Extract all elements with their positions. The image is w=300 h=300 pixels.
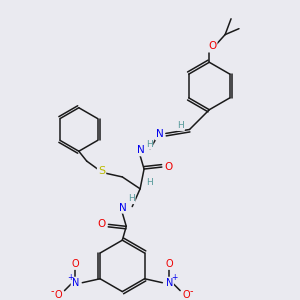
Text: N: N [166, 278, 173, 288]
Text: H: H [128, 194, 135, 203]
Text: N: N [137, 145, 145, 155]
Text: O: O [98, 219, 106, 230]
Text: -: - [51, 286, 54, 296]
Text: O: O [166, 259, 173, 269]
Text: -: - [189, 286, 193, 296]
Text: S: S [98, 166, 105, 176]
Text: N: N [119, 202, 127, 213]
Text: O: O [182, 290, 190, 300]
Text: O: O [165, 162, 173, 172]
Text: O: O [55, 290, 62, 300]
Text: H: H [177, 121, 184, 130]
Text: H: H [146, 178, 152, 188]
Text: N: N [72, 278, 79, 288]
Text: +: + [67, 273, 74, 282]
Text: O: O [71, 259, 79, 269]
Text: O: O [208, 41, 216, 52]
Text: H: H [146, 140, 152, 149]
Text: +: + [171, 273, 177, 282]
Text: N: N [156, 129, 164, 140]
